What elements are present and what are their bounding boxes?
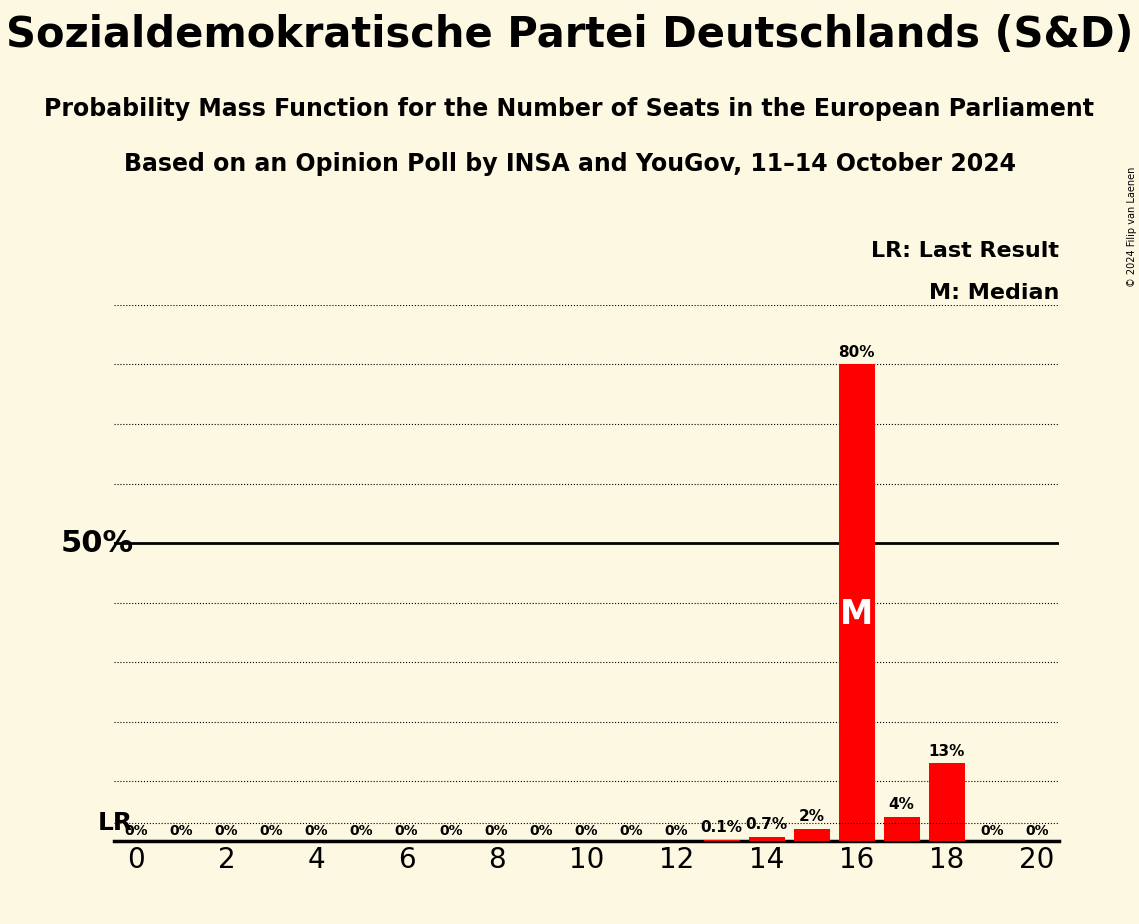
Text: 50%: 50% — [60, 529, 133, 557]
Text: 0%: 0% — [620, 824, 644, 838]
Text: 0%: 0% — [440, 824, 464, 838]
Text: 80%: 80% — [838, 345, 875, 359]
Text: LR: Last Result: LR: Last Result — [871, 240, 1059, 261]
Text: 0%: 0% — [124, 824, 148, 838]
Text: 0%: 0% — [170, 824, 194, 838]
Text: 0%: 0% — [304, 824, 328, 838]
Text: M: Median: M: Median — [929, 284, 1059, 303]
Bar — [884, 817, 919, 841]
Text: 0%: 0% — [350, 824, 374, 838]
Bar — [928, 763, 965, 841]
Text: 0%: 0% — [980, 824, 1003, 838]
Text: Sozialdemokratische Partei Deutschlands (S&D): Sozialdemokratische Partei Deutschlands … — [6, 14, 1133, 55]
Text: 0.1%: 0.1% — [700, 821, 743, 835]
Text: Based on an Opinion Poll by INSA and YouGov, 11–14 October 2024: Based on an Opinion Poll by INSA and You… — [123, 152, 1016, 176]
Text: 0%: 0% — [485, 824, 508, 838]
Text: 13%: 13% — [928, 744, 965, 759]
Text: M: M — [841, 598, 874, 631]
Text: Probability Mass Function for the Number of Seats in the European Parliament: Probability Mass Function for the Number… — [44, 97, 1095, 121]
Text: 0%: 0% — [260, 824, 284, 838]
Text: 0%: 0% — [530, 824, 554, 838]
Text: 0%: 0% — [575, 824, 598, 838]
Text: LR: LR — [98, 811, 133, 835]
Bar — [748, 836, 785, 841]
Text: 0.7%: 0.7% — [746, 817, 788, 832]
Bar — [794, 829, 829, 841]
Text: 4%: 4% — [888, 797, 915, 812]
Text: 0%: 0% — [395, 824, 418, 838]
Text: 2%: 2% — [798, 809, 825, 824]
Text: 0%: 0% — [214, 824, 238, 838]
Text: 0%: 0% — [665, 824, 688, 838]
Bar — [838, 364, 875, 841]
Text: 0%: 0% — [1025, 824, 1049, 838]
Text: © 2024 Filip van Laenen: © 2024 Filip van Laenen — [1126, 166, 1137, 286]
